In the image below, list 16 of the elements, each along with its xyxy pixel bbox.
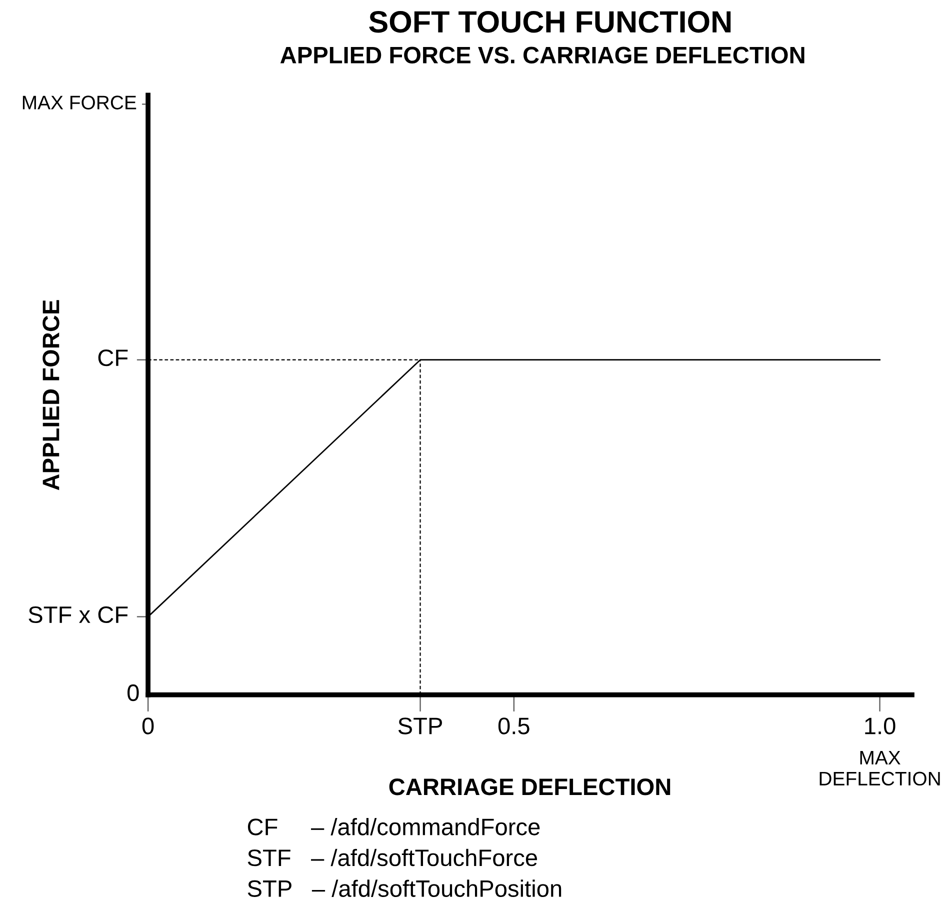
text: 0: [128, 684, 139, 702]
y-axis-title: APPLIED FORCE: [42, 300, 60, 490]
x-axis-title: CARRIAGE DEFLECTION: [389, 778, 670, 796]
text: STP – /afd/softTouchPosition: [248, 880, 562, 898]
x-tick-label: STP: [398, 718, 442, 734]
x-tick-label: 1.0: [865, 718, 896, 734]
text: STF – /afd/softTouchForce: [248, 848, 538, 866]
chart-subtitle: APPLIED FORCE VS. CARRIAGE DEFLECTION: [280, 46, 804, 64]
x-tick-label: 0: [142, 718, 154, 734]
text: MAX DEFLECTION: [820, 751, 940, 786]
text: CF – /afd/commandForce: [248, 818, 540, 836]
text: MAX FORCE: [22, 96, 136, 110]
annotation: CF: [98, 349, 128, 366]
x-tick-label: 0.5: [498, 718, 530, 734]
chart-title: SOFT TOUCH FUNCTION: [369, 11, 731, 33]
annotation: STF x CF: [28, 606, 128, 624]
